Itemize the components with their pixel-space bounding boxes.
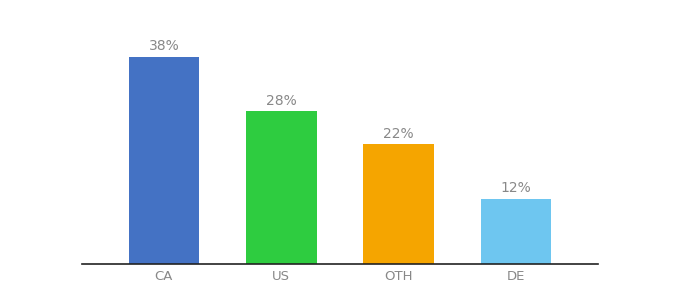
Text: 28%: 28% [266, 94, 296, 108]
Text: 38%: 38% [148, 40, 180, 53]
Text: 12%: 12% [500, 181, 532, 195]
Text: 22%: 22% [384, 127, 414, 141]
Bar [129, 57, 199, 264]
Bar [481, 199, 551, 264]
Bar [364, 144, 434, 264]
Bar [246, 111, 316, 264]
